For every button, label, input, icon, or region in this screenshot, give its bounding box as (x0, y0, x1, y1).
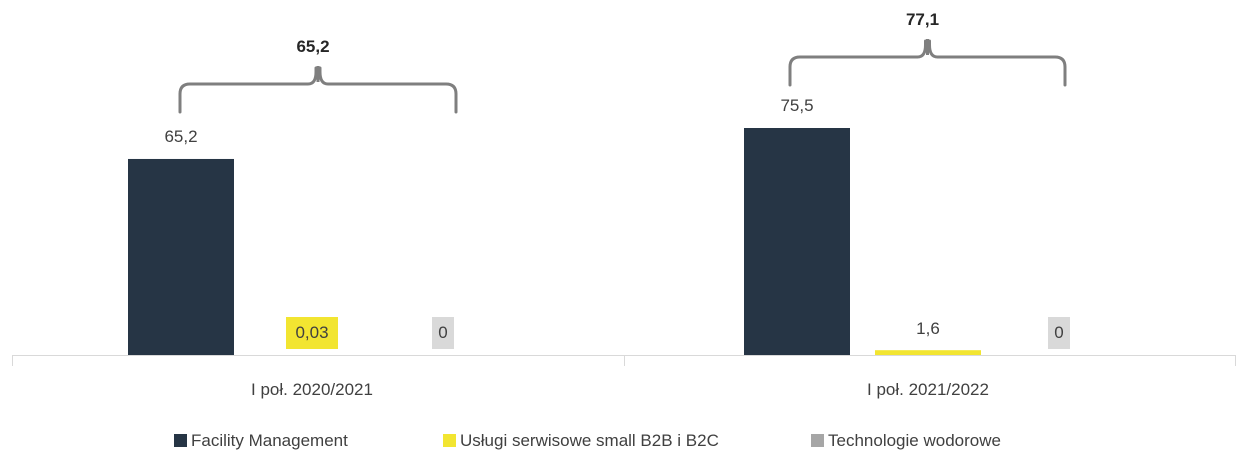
legend-label: Technologie wodorowe (828, 431, 1001, 450)
data-label: 65,2 (164, 127, 197, 146)
legend-item-technologie-wodorowe: Technologie wodorowe (811, 431, 1001, 450)
bar-facility-management-1 (128, 158, 234, 355)
bar-facility-management-2 (744, 128, 850, 355)
legend-label: Usługi serwisowe small B2B i B2C (460, 431, 719, 450)
legend-label: Facility Management (191, 431, 348, 450)
data-label: 0 (1054, 323, 1063, 342)
legend-swatch (811, 434, 824, 447)
data-label: 75,5 (780, 96, 813, 115)
legend-swatch (443, 434, 456, 447)
data-label-badge (432, 317, 454, 349)
x-tick-label: I poł. 2021/2022 (867, 380, 989, 399)
bar-uslugi-serwisowe-small-b2b-i-b2c-2 (875, 350, 981, 355)
total-bracket (788, 39, 1067, 87)
total-bracket (178, 66, 458, 114)
total-label: 65,2 (296, 37, 329, 56)
data-label: 0 (438, 323, 447, 342)
data-label: 1,6 (916, 319, 940, 338)
data-label-badge (286, 317, 338, 349)
x-tick-label: I poł. 2020/2021 (251, 380, 373, 399)
legend-item-uslugi-serwisowe-small-b2b-i-b2c: Usługi serwisowe small B2B i B2C (443, 431, 719, 450)
data-label: 0,03 (295, 323, 328, 342)
legend-swatch (174, 434, 187, 447)
total-label: 77,1 (906, 10, 939, 29)
data-label-badge (1048, 317, 1070, 349)
legend-item-facility-management: Facility Management (174, 431, 348, 450)
